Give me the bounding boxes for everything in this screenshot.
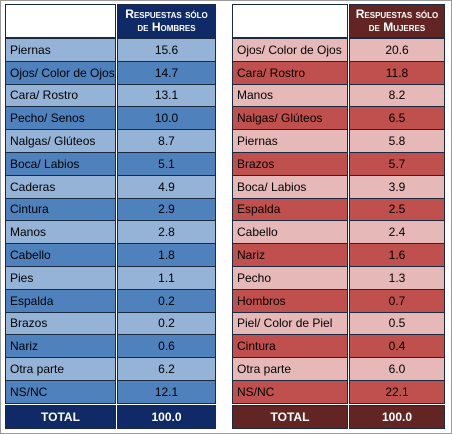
row-value: 8.7 bbox=[117, 129, 216, 153]
row-label: Espalda bbox=[232, 197, 348, 222]
row-label: Espalda bbox=[5, 288, 116, 313]
row-label: Boca/ Labios bbox=[5, 152, 116, 176]
row-label: Manos bbox=[232, 83, 348, 108]
row-value: 1.6 bbox=[349, 243, 445, 267]
row-value: 6.5 bbox=[349, 106, 445, 131]
row-value: 5.7 bbox=[349, 152, 445, 176]
row-value: 22.1 bbox=[349, 380, 445, 404]
row-label: Brazos bbox=[232, 152, 348, 176]
row-value: 2.9 bbox=[117, 197, 216, 222]
row-value: 11.8 bbox=[349, 60, 445, 85]
total-label: TOTAL bbox=[232, 405, 348, 429]
row-value: 13.1 bbox=[117, 83, 216, 108]
column-header: Respuestas sólo de Mujeres bbox=[349, 4, 445, 38]
row-value: 1.1 bbox=[117, 266, 216, 290]
header-blank bbox=[5, 4, 116, 38]
row-value: 1.8 bbox=[117, 243, 216, 267]
column-header: Respuestas sólo de Hombres bbox=[117, 4, 216, 38]
row-value: 3.9 bbox=[349, 174, 445, 199]
row-value: 20.6 bbox=[349, 38, 445, 62]
total-value: 100.0 bbox=[117, 405, 216, 429]
row-value: 2.8 bbox=[117, 220, 216, 245]
row-label: Nariz bbox=[5, 334, 116, 359]
row-value: 1.3 bbox=[349, 266, 445, 290]
row-value: 0.5 bbox=[349, 311, 445, 336]
row-label: Caderas bbox=[5, 174, 116, 199]
row-label: Cabello bbox=[232, 220, 348, 245]
row-value: 5.1 bbox=[117, 152, 216, 176]
row-label: Otra parte bbox=[232, 357, 348, 381]
row-label: NS/NC bbox=[232, 380, 348, 404]
row-value: 12.1 bbox=[117, 380, 216, 404]
row-value: 2.5 bbox=[349, 197, 445, 222]
row-value: 4.9 bbox=[117, 174, 216, 199]
row-value: 0.6 bbox=[117, 334, 216, 359]
row-label: Nalgas/ Glúteos bbox=[232, 106, 348, 131]
row-label: Ojos/ Color de Ojos bbox=[5, 60, 116, 85]
row-label: Piernas bbox=[232, 129, 348, 153]
row-label: Piel/ Color de Piel bbox=[232, 311, 348, 336]
total-label: TOTAL bbox=[5, 405, 116, 429]
row-value: 6.2 bbox=[117, 357, 216, 381]
row-value: 8.2 bbox=[349, 83, 445, 108]
row-value: 6.0 bbox=[349, 357, 445, 381]
row-value: 0.2 bbox=[117, 311, 216, 336]
row-label: NS/NC bbox=[5, 380, 116, 404]
row-label: Pecho bbox=[232, 266, 348, 290]
row-value: 2.4 bbox=[349, 220, 445, 245]
row-value: 0.7 bbox=[349, 288, 445, 313]
row-label: Cabello bbox=[5, 243, 116, 267]
row-label: Cintura bbox=[5, 197, 116, 222]
row-label: Hombros bbox=[232, 288, 348, 313]
row-value: 5.8 bbox=[349, 129, 445, 153]
row-value: 15.6 bbox=[117, 38, 216, 62]
row-label: Nalgas/ Glúteos bbox=[5, 129, 116, 153]
row-label: Cara/ Rostro bbox=[5, 83, 116, 108]
row-label: Brazos bbox=[5, 311, 116, 336]
row-label: Ojos/ Color de Ojos bbox=[232, 38, 348, 62]
row-label: Pecho/ Senos bbox=[5, 106, 116, 131]
total-value: 100.0 bbox=[349, 405, 445, 429]
row-value: 14.7 bbox=[117, 60, 216, 85]
row-value: 0.2 bbox=[117, 288, 216, 313]
row-label: Nariz bbox=[232, 243, 348, 267]
row-label: Boca/ Labios bbox=[232, 174, 348, 199]
header-blank bbox=[232, 4, 348, 38]
row-label: Manos bbox=[5, 220, 116, 245]
row-label: Otra parte bbox=[5, 357, 116, 381]
row-value: 10.0 bbox=[117, 106, 216, 131]
row-label: Pies bbox=[5, 266, 116, 290]
row-label: Cara/ Rostro bbox=[232, 60, 348, 85]
row-label: Cintura bbox=[232, 334, 348, 359]
row-value: 0.4 bbox=[349, 334, 445, 359]
row-label: Piernas bbox=[5, 38, 116, 62]
